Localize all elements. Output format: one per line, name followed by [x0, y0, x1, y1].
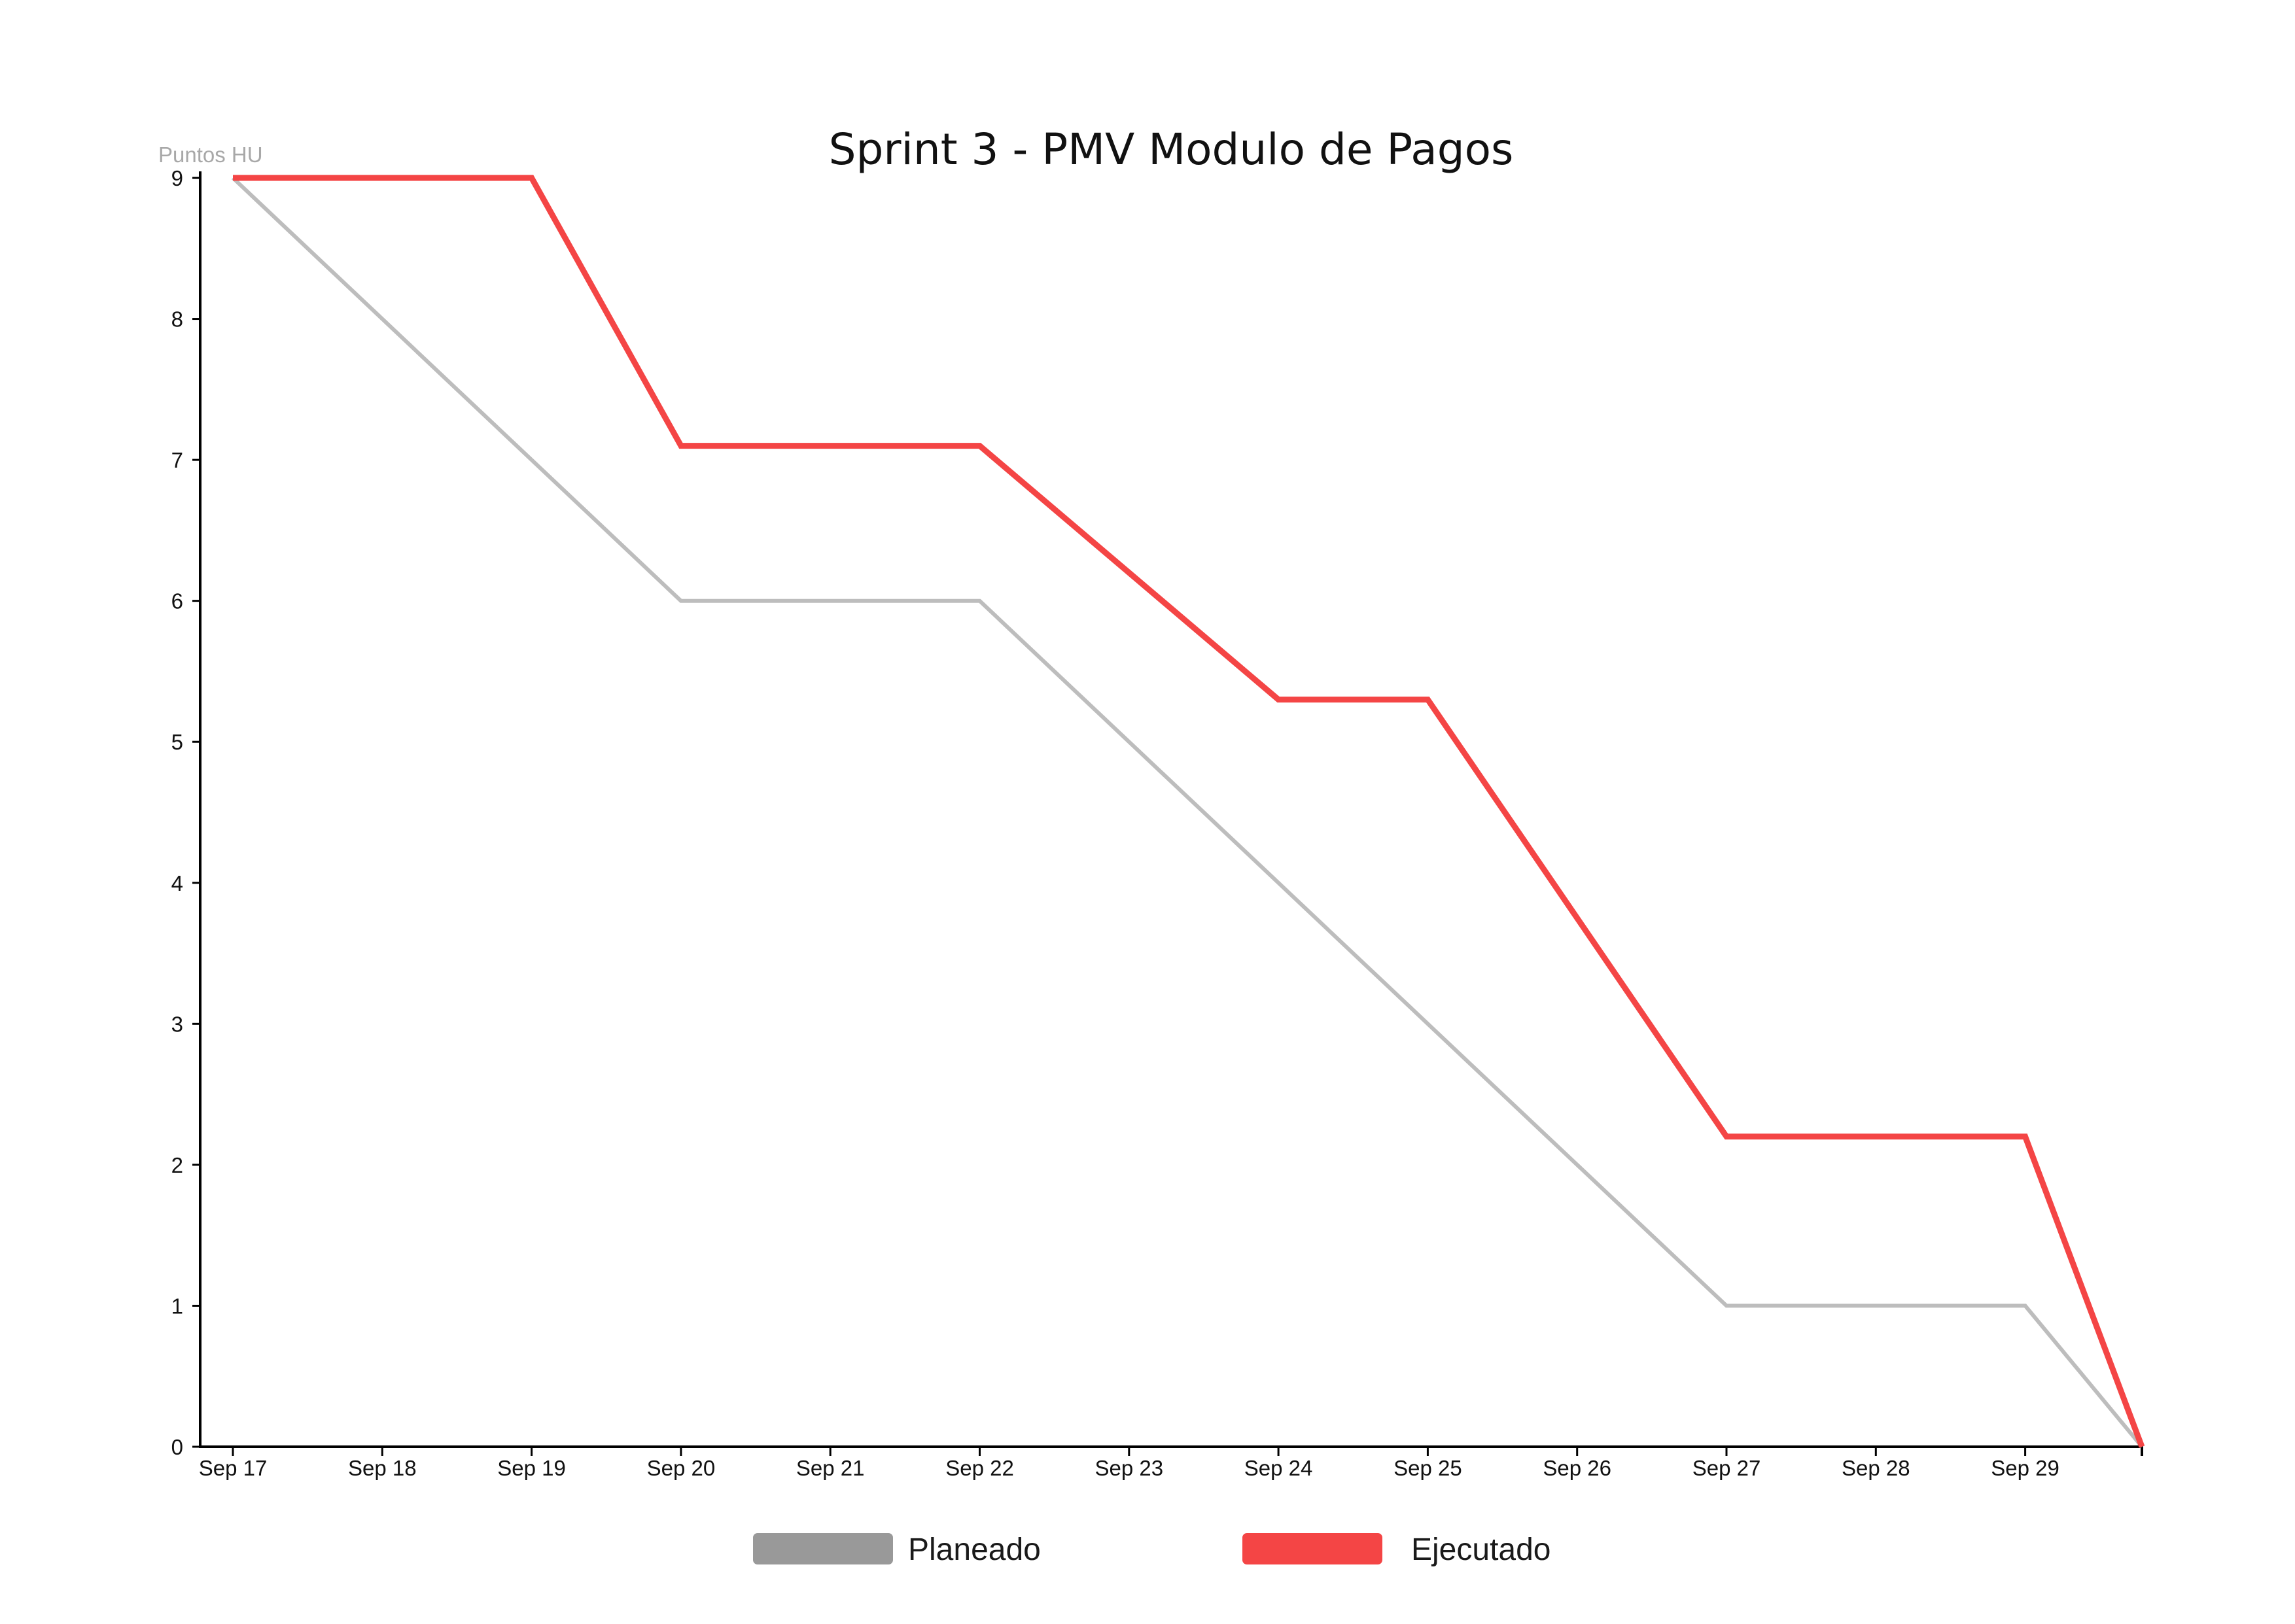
y-tick-label: 8	[171, 307, 183, 332]
series-layer	[231, 175, 2145, 1448]
legend-label-planeado: Planeado	[908, 1532, 1041, 1567]
x-ticks: Sep 17 Sep 18 Sep 19 Sep 20 Sep 21 Sep 22 Sep …	[199, 1447, 2059, 1480]
x-tick-label: Sep 26	[1543, 1456, 1611, 1480]
x-tick-label: Sep 25	[1393, 1456, 1462, 1480]
x-tick-label: Sep 18	[348, 1456, 417, 1480]
x-tick-label: Sep 20	[647, 1456, 716, 1480]
x-axis	[199, 1445, 2143, 1456]
legend-swatch-planeado	[753, 1533, 893, 1564]
y-ticks: 0 1 2 3 4 5 6 7 8 9	[171, 166, 200, 1459]
y-tick-label: 9	[171, 166, 183, 190]
series-line-ejecutado	[233, 175, 2145, 1448]
x-tick-label: Sep 21	[796, 1456, 865, 1480]
legend-item-ejecutado: Ejecutado	[1242, 1532, 1551, 1567]
y-tick-label: 2	[171, 1153, 183, 1177]
y-tick-label: 4	[171, 871, 183, 895]
y-tick-label: 7	[171, 448, 183, 472]
legend: Planeado Ejecutado	[753, 1532, 1551, 1567]
x-tick-label: Sep 27	[1692, 1456, 1761, 1480]
y-tick-label: 6	[171, 589, 183, 613]
y-tick-label: 0	[171, 1435, 183, 1459]
y-tick-label: 5	[171, 730, 183, 754]
x-tick-label: Sep 28	[1842, 1456, 1910, 1480]
x-tick-label: Sep 17	[199, 1456, 268, 1480]
x-tick-label: Sep 23	[1095, 1456, 1164, 1480]
x-tick-label: Sep 24	[1244, 1456, 1313, 1480]
y-tick-label: 3	[171, 1012, 183, 1036]
y-axis-label: Puntos HU	[158, 143, 263, 167]
x-tick-label: Sep 19	[497, 1456, 566, 1480]
chart-title: Sprint 3 - PMV Modulo de Pagos	[829, 124, 1514, 175]
y-tick-label: 1	[171, 1294, 183, 1318]
x-tick-label: Sep 29	[1991, 1456, 2059, 1480]
legend-swatch-ejecutado	[1242, 1533, 1382, 1564]
legend-label-ejecutado: Ejecutado	[1411, 1532, 1551, 1567]
legend-item-planeado: Planeado	[753, 1532, 1041, 1567]
x-tick-label: Sep 22	[945, 1456, 1014, 1480]
series-line-planeado	[231, 176, 2144, 1448]
